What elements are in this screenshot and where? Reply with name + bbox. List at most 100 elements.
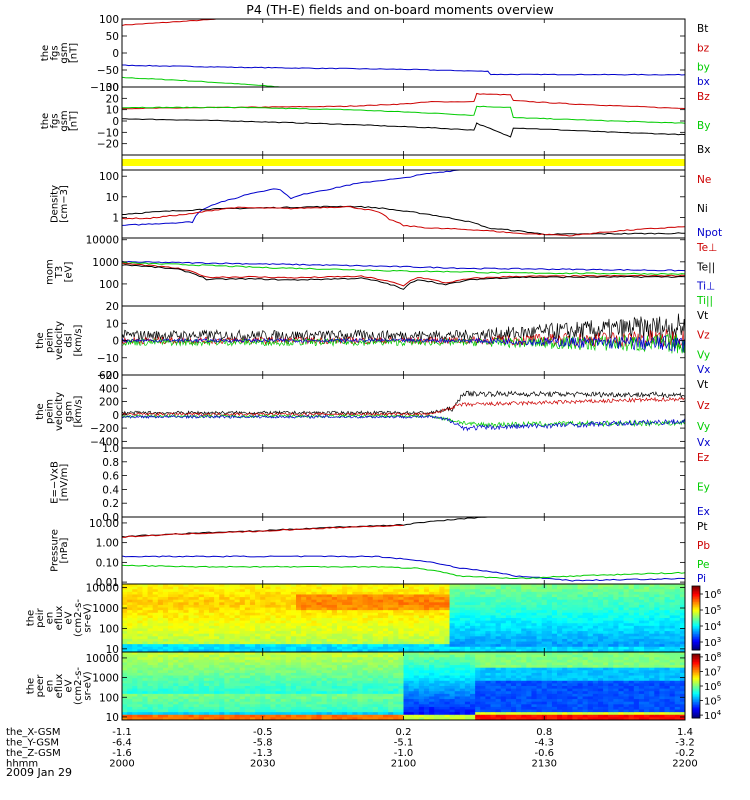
spectrogram-cell [122, 691, 128, 695]
spectrogram-cell [265, 683, 272, 687]
spectrogram-cell [485, 628, 492, 632]
spectrogram-cell [413, 683, 420, 687]
spectrogram-cell [270, 610, 277, 614]
spectrogram-cell [449, 612, 456, 616]
spectrogram-cell [331, 691, 338, 695]
spectrogram-cell [178, 706, 185, 711]
spectrogram-cell [290, 591, 297, 596]
velocity-gsm-frame [121, 374, 686, 449]
y-tick-label: −20 [97, 139, 119, 151]
spectrogram-cell [572, 649, 579, 652]
spectrogram-cell [321, 675, 328, 679]
spectrogram-cell [203, 709, 210, 713]
spectrogram-cell [280, 589, 287, 593]
spectrogram-cell [137, 691, 144, 695]
spectrogram-cell [516, 649, 522, 652]
spectrogram-cell [383, 699, 389, 703]
spectrogram-cell [393, 717, 399, 720]
spectrogram-cell [659, 615, 666, 619]
pressure-frame [121, 516, 686, 585]
spectrogram-cell [162, 597, 169, 601]
spectrogram-cell [347, 670, 353, 674]
spectrogram-cell [485, 584, 492, 588]
spectrogram-cell [326, 631, 333, 635]
spectrogram-cell [239, 678, 246, 682]
spectrogram-cell [285, 712, 292, 716]
ylabel-line: (cm2-s- [73, 599, 84, 637]
spectrogram-cell [316, 699, 323, 703]
spectrogram-cell [372, 633, 379, 637]
spectrogram-cell [398, 633, 405, 637]
ylabel-line: fgs [49, 45, 60, 60]
spectrogram-cell [173, 691, 179, 695]
spectrogram-cell [316, 662, 323, 666]
spectrogram-cell [188, 628, 195, 632]
spectrogram-cell [331, 714, 338, 718]
spectrogram-cell [362, 654, 369, 658]
spectrogram-cell [239, 683, 246, 687]
spectrogram-cell [603, 586, 609, 590]
spectrogram-cell [127, 699, 133, 703]
spectrogram-cell [255, 672, 261, 677]
spectrogram-cell [311, 591, 318, 596]
ylabel-line: peim [45, 328, 56, 353]
spectrogram-cell [357, 693, 364, 698]
spectrogram-cell [352, 654, 359, 658]
spectrogram-cell [633, 646, 640, 650]
spectrogram-cell [582, 618, 589, 622]
spectrogram-cell [449, 631, 456, 635]
spectrogram-cell [173, 610, 179, 614]
spectrogram-cell [142, 670, 149, 674]
spectrogram-cell [418, 717, 425, 720]
spectrogram-cell [336, 654, 343, 658]
spectrogram-cell [388, 604, 394, 609]
spectrogram-cell [372, 586, 379, 590]
spectrogram-cell [449, 623, 456, 627]
spectrogram-cell [147, 709, 154, 713]
spectrogram-cell [244, 652, 251, 656]
spectrogram-cell [316, 589, 323, 593]
spectrogram-cell [454, 675, 461, 679]
spectrogram-cell [178, 599, 185, 603]
spectrogram-cell [679, 633, 685, 637]
spectrogram-cell [162, 659, 169, 664]
spectrogram-cell [336, 701, 343, 705]
spectrogram-cell [137, 667, 144, 671]
spectrogram-cell [306, 623, 312, 627]
spectrogram-cell [209, 696, 215, 700]
spectrogram-cell [173, 584, 179, 588]
spectrogram-cell [280, 688, 287, 692]
y-tick-label: −10 [97, 353, 119, 365]
spectrogram-cell [429, 680, 435, 684]
spectrogram-cell [249, 604, 256, 609]
spectrogram-cell [260, 623, 266, 627]
spectrogram-cell [597, 641, 604, 645]
spectrogram-cell [490, 589, 497, 593]
spectrogram-cell [275, 699, 282, 703]
spectrogram-cell [572, 618, 579, 622]
spectrogram-cell [209, 623, 215, 627]
spectrogram-cell [649, 594, 655, 598]
spectrogram-cell [398, 678, 405, 682]
spectrogram-cell [127, 670, 133, 674]
spectrogram-cell [587, 591, 594, 596]
spectrogram-cell [439, 678, 446, 682]
spectrogram-cell [623, 589, 630, 593]
spectrogram-cell [260, 704, 266, 708]
spectrogram-cell [393, 654, 399, 658]
spectrogram-cell [429, 696, 435, 700]
spectrogram-cell [311, 706, 318, 711]
spectrogram-cell [342, 597, 348, 601]
spectrogram-cell [531, 594, 538, 598]
spectrogram-cell [454, 709, 461, 713]
spectrogram-cell [541, 604, 548, 609]
spectrogram-cell [331, 625, 338, 630]
spectrogram-cell [224, 584, 231, 588]
spectrogram-cell [301, 633, 307, 637]
spectrogram-cell [377, 688, 384, 692]
spectrogram-cell [618, 636, 625, 640]
spectrogram-cell [157, 670, 164, 674]
spectrogram-cell [132, 654, 138, 658]
spectrogram-cell [285, 618, 292, 622]
colorbar-segment [692, 598, 700, 601]
